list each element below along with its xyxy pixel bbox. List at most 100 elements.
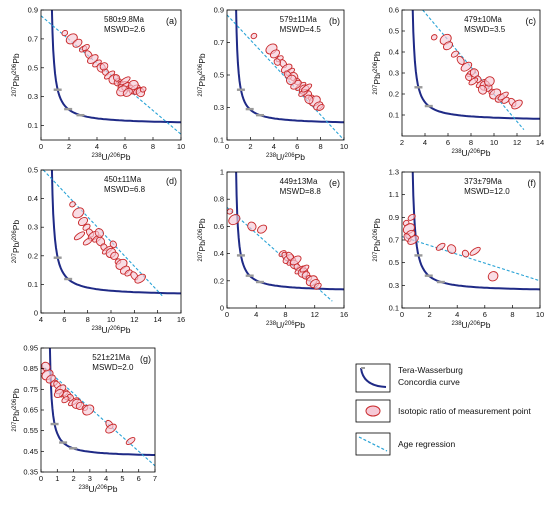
x-tick-label: 8 — [510, 310, 514, 319]
y-tick-label: 0.85 — [23, 364, 38, 373]
x-tick-label: 8 — [151, 142, 155, 151]
axis-label-part: Pb — [197, 241, 207, 252]
axis-label-part: 238 — [79, 485, 90, 491]
axis-label-part: 238 — [452, 149, 463, 155]
data-ellipse — [61, 29, 69, 37]
panel-label: (b) — [329, 16, 340, 26]
axis-label-part: 206 — [470, 149, 481, 155]
data-ellipse — [227, 208, 234, 215]
axis-label-part: 206 — [373, 228, 379, 239]
panel-f: 0 2 4 6 8 100.10.30.50.70.91.11.3238U/206Pb20… — [372, 168, 544, 331]
data-ellipse — [125, 437, 136, 445]
x-tick-label: 2 — [428, 310, 432, 319]
panel-plot-area — [227, 10, 344, 140]
data-ellipse — [269, 49, 280, 59]
data-ellipse — [469, 246, 481, 256]
mswd-annotation: MSWD=6.8 — [104, 185, 146, 194]
legend-regression-line — [358, 436, 388, 452]
panel-plot-area — [42, 170, 181, 297]
x-tick-label: 8 — [469, 138, 473, 147]
data-ellipse — [407, 213, 416, 221]
data-ellipse — [487, 271, 499, 282]
age-annotation: 450±11Ma — [104, 175, 142, 184]
y-tick-label: 0.95 — [23, 344, 38, 353]
axis-label-part: 207 — [12, 421, 18, 432]
legend-isotopic-ellipse — [365, 405, 381, 417]
x-axis-label: 238U/206Pb — [92, 325, 131, 335]
y-tick-label: 0.7 — [214, 38, 224, 47]
panel-label: (a) — [166, 16, 177, 26]
y-tick-label: 0.3 — [28, 223, 38, 232]
panel-g: 0 1 2 3 4 5 6 7 0.35 0.45 0.55 0.65 0.75 0.85 0.95 238U… — [11, 344, 157, 495]
x-tick-label: 8 — [319, 142, 323, 151]
axis-label-part: U — [462, 148, 468, 158]
y-tick-label: 0.2 — [389, 90, 399, 99]
x-tick-label: 4 — [272, 142, 276, 151]
concordia-age-tick — [53, 88, 62, 91]
y-tick-label: 1.1 — [389, 190, 399, 199]
regression-line — [422, 10, 525, 131]
axis-label-part: Pb — [372, 241, 382, 252]
y-tick-label: 0.5 — [389, 27, 399, 36]
axis-label-part: 206 — [470, 321, 481, 327]
axis-label-part: 207 — [198, 86, 204, 97]
x-tick-label: 14 — [536, 138, 544, 147]
x-axis-label: 238U/206Pb — [452, 148, 491, 158]
age-annotation: 373±79Ma — [464, 177, 502, 186]
x-tick-label: 10 — [490, 138, 498, 147]
x-tick-label: 4 — [95, 142, 99, 151]
axis-label-part: / — [468, 148, 471, 158]
axis-label-part: 206 — [12, 63, 18, 74]
axis-label-part: Pb — [197, 53, 207, 64]
y-tick-label: 0.8 — [214, 195, 224, 204]
data-ellipse — [257, 224, 268, 234]
y-tick-label: 1 — [220, 168, 224, 177]
concordia-age-tick — [64, 277, 73, 281]
concordia-curve — [411, 172, 540, 291]
data-ellipse — [477, 85, 488, 95]
panel-plot-area — [41, 348, 155, 467]
axis-label-part: 207 — [198, 251, 204, 262]
x-tick-label: 16 — [340, 310, 348, 319]
panel-a: 0 2 4 6 8 100.10.30.50.70.9238U/206Pb207Pb/20… — [11, 6, 185, 163]
legend-isotopic-label: Isotopic ratio of measurement point — [398, 406, 531, 416]
axis-label-part: Pb — [197, 76, 207, 87]
axis-label-part: 206 — [12, 398, 18, 409]
x-tick-label: 4 — [455, 310, 459, 319]
axis-label-part: U — [89, 484, 95, 494]
data-ellipse — [460, 61, 473, 72]
y-tick-label: 0.75 — [23, 385, 38, 394]
y-tick-label: 0 — [34, 309, 38, 318]
axis-label-part: 206 — [110, 326, 121, 332]
axis-label-part: Pb — [11, 388, 21, 399]
x-tick-label: 10 — [177, 142, 185, 151]
mswd-annotation: MSWD=3.5 — [464, 25, 506, 34]
x-tick-label: 12 — [130, 315, 138, 324]
data-ellipse — [112, 74, 121, 82]
x-tick-label: 1 — [55, 474, 59, 483]
x-tick-label: 4 — [39, 315, 43, 324]
axis-label-part: 206 — [198, 63, 204, 74]
axis-label-part: 206 — [12, 230, 18, 241]
y-tick-label: 0.2 — [28, 251, 38, 260]
y-tick-label: 0.5 — [28, 63, 38, 72]
data-ellipse — [273, 58, 281, 66]
data-ellipse — [77, 216, 89, 226]
axis-label-part: 206 — [373, 61, 379, 72]
y-tick-label: 0.1 — [214, 136, 224, 145]
y-axis-label: 207Pb/206Pb — [197, 53, 207, 96]
axis-label-part: / — [108, 325, 111, 335]
axis-label-part: 206 — [97, 485, 108, 491]
data-ellipse — [461, 249, 470, 258]
y-axis-label: 207Pb/206Pb — [372, 51, 382, 94]
y-tick-label: 0.9 — [28, 6, 38, 15]
mswd-annotation: MSWD=2.0 — [92, 363, 134, 372]
data-ellipse — [250, 32, 258, 40]
axis-label-part: 238 — [266, 153, 277, 159]
concordia-curve — [411, 10, 540, 120]
data-ellipse — [134, 273, 146, 284]
data-ellipse — [228, 214, 241, 226]
axis-label-part: / — [468, 320, 471, 330]
panel-label: (f) — [528, 178, 537, 188]
data-ellipse — [300, 83, 313, 93]
